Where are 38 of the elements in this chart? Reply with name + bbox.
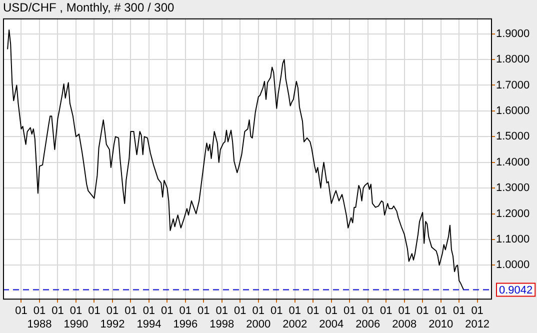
x-tick-label: 01 [15, 305, 28, 318]
x-tick-label: 01 1988 [27, 305, 52, 330]
x-tick-label: 01 1994 [136, 305, 162, 330]
x-tick-label: 01 2012 [465, 305, 490, 330]
y-tick-label: 1.9000 [496, 28, 530, 40]
ref-line-label: 0.9042 [499, 284, 533, 296]
x-tick-label: 01 [307, 305, 320, 318]
x-tick-label: 01 2006 [356, 305, 380, 330]
y-tick-label: 1.8000 [496, 54, 530, 66]
x-tick-label: 01 [161, 305, 174, 318]
x-tick-label: 01 [270, 305, 283, 318]
y-tick-label: 1.4000 [496, 156, 530, 168]
y-tick-label: 1.0000 [496, 259, 530, 272]
x-tick-label: 01 2000 [246, 305, 271, 330]
y-tick-label: 1.5000 [496, 130, 530, 143]
x-tick-label: 01 2008 [392, 305, 417, 330]
x-tick-label: 01 2010 [428, 305, 454, 330]
x-tick-label: 01 1992 [100, 305, 125, 330]
x-tick-label: 01 2004 [319, 305, 344, 330]
x-tick-label: 01 [380, 305, 392, 318]
x-tick-label: 01 [52, 305, 64, 318]
y-tick-label: 1.1000 [496, 234, 530, 246]
x-tick-label: 01 1996 [173, 305, 198, 330]
x-tick-label: 01 [124, 305, 137, 318]
x-tick-label: 01 [452, 305, 466, 318]
x-tick-label: 01 1998 [210, 305, 234, 330]
x-tick-label: 01 2002 [282, 305, 308, 330]
x-tick-label: 01 [234, 305, 246, 318]
x-tick-label: 01 [416, 305, 429, 318]
x-tick-label: 01 [88, 305, 100, 318]
y-tick-label: 1.2000 [496, 208, 530, 220]
y-tick-label: 1.6000 [496, 104, 530, 117]
x-tick-label: 01 [343, 305, 356, 318]
y-tick-label: 1.7000 [496, 79, 530, 92]
x-tick-label: 01 [198, 305, 210, 318]
chart-title: USD/CHF , Monthly, # 300 / 300 [3, 0, 175, 15]
x-tick-label: 01 1990 [64, 305, 88, 330]
y-tick-label: 1.3000 [496, 182, 530, 194]
